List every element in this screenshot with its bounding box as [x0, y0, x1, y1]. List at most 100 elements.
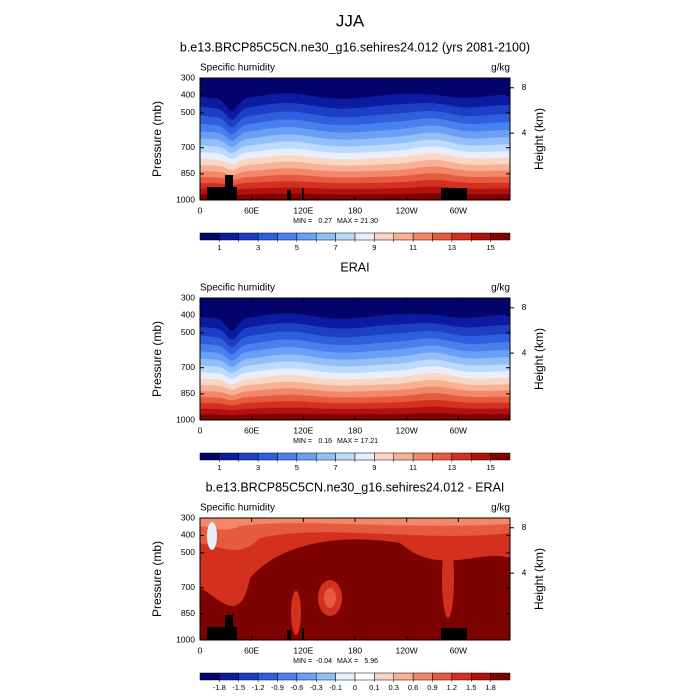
- topography: [225, 175, 233, 200]
- panel: b.e13.BRCP85C5CN.ne30_g16.sehires24.012 …: [150, 40, 546, 252]
- y-tick-label: 850: [181, 608, 195, 618]
- colorbar-box: [471, 672, 491, 681]
- colorbar-box: [219, 452, 239, 461]
- x-tick-label: 60E: [244, 645, 259, 655]
- x-tick-label: 60W: [450, 645, 467, 655]
- y-tick-label: 700: [181, 582, 195, 592]
- x-tick-label: 120W: [396, 205, 418, 215]
- max-label: MAX =: [337, 218, 358, 225]
- colorbar-box: [296, 452, 317, 461]
- right-label: g/kg: [491, 283, 510, 294]
- y-axis-label: Pressure (mb): [150, 541, 164, 617]
- x-tick-label: 180: [348, 205, 362, 215]
- colorbar-label: 1: [217, 243, 221, 252]
- colorbar-box: [219, 672, 239, 681]
- topography: [441, 188, 467, 200]
- colorbar-box: [354, 232, 375, 241]
- x-tick-label: 60W: [450, 205, 467, 215]
- colorbar-box: [199, 232, 220, 241]
- x-tick-label: 60E: [244, 425, 259, 435]
- contour-field: [200, 78, 510, 200]
- y-axis-label: Pressure (mb): [150, 321, 164, 397]
- colorbar-label: 5: [295, 243, 299, 252]
- colorbar-box: [316, 452, 336, 461]
- y-tick-label: 500: [181, 107, 195, 117]
- panel-title: b.e13.BRCP85C5CN.ne30_g16.sehires24.012 …: [180, 40, 530, 54]
- colorbar-box: [412, 452, 433, 461]
- x-tick-label: 180: [348, 645, 362, 655]
- colorbar-label: 9: [372, 243, 376, 252]
- colorbar-box: [471, 232, 491, 241]
- min-value: 0.16: [318, 438, 332, 445]
- y-tick-label: 500: [181, 327, 195, 337]
- contour-band: [200, 518, 510, 530]
- colorbar-box: [238, 452, 259, 461]
- y-tick-label: 300: [181, 292, 195, 302]
- colorbar-box: [393, 452, 414, 461]
- colorbar-box: [432, 232, 453, 241]
- min-value: -0.04: [316, 658, 332, 665]
- colorbar-box: [316, 672, 336, 681]
- contour-band: [207, 522, 217, 550]
- colorbar-label: -0.1: [329, 683, 342, 692]
- figure-title: JJA: [336, 11, 365, 30]
- x-tick-label: 120W: [396, 645, 418, 655]
- colorbar-box: [296, 232, 317, 241]
- colorbar-label: 1.2: [447, 683, 457, 692]
- contour-band: [200, 518, 510, 550]
- colorbar-box: [296, 672, 317, 681]
- colorbar-label: 0.6: [408, 683, 418, 692]
- colorbar-box: [374, 672, 394, 681]
- contour-field: [200, 298, 510, 420]
- panel-title: ERAI: [340, 260, 369, 274]
- topography: [287, 630, 291, 640]
- colorbar-box: [257, 452, 278, 461]
- max-value: 21.30: [360, 218, 378, 225]
- colorbar-box: [451, 452, 472, 461]
- y-tick-label: 500: [181, 547, 195, 557]
- x-tick-label: 120W: [396, 425, 418, 435]
- topography: [302, 628, 304, 640]
- colorbar-label: 0.3: [389, 683, 399, 692]
- y2-tick-label: 8: [522, 82, 527, 92]
- panel: b.e13.BRCP85C5CN.ne30_g16.sehires24.012 …: [150, 480, 546, 692]
- left-label: Specific humidity: [200, 503, 275, 514]
- colorbar-label: -1.2: [252, 683, 265, 692]
- contour-band: [442, 538, 454, 618]
- x-tick-label: 0: [198, 645, 203, 655]
- colorbar-box: [374, 452, 394, 461]
- colorbar-label: 1.5: [466, 683, 476, 692]
- max-label: MAX =: [337, 658, 358, 665]
- colorbar-box: [238, 232, 259, 241]
- colorbar-box: [277, 232, 298, 241]
- x-tick-label: 180: [348, 425, 362, 435]
- y-tick-label: 700: [181, 362, 195, 372]
- colorbar-box: [335, 672, 356, 681]
- colorbar-box: [335, 232, 356, 241]
- y2-tick-label: 4: [522, 127, 527, 137]
- colorbar-box: [451, 232, 472, 241]
- x-tick-label: 120E: [293, 425, 313, 435]
- colorbar-label: 0: [353, 683, 357, 692]
- y-axis-label: Pressure (mb): [150, 101, 164, 177]
- right-label: g/kg: [491, 63, 510, 74]
- y2-axis-label: Height (km): [532, 548, 546, 610]
- colorbar-box: [257, 672, 278, 681]
- panel: ERAI Specific humidity g/kg Pressure (mb) He…: [150, 260, 546, 472]
- y2-tick-label: 4: [522, 567, 527, 577]
- colorbar-box: [490, 672, 511, 681]
- colorbar-box: [393, 672, 414, 681]
- y-tick-label: 1000: [176, 414, 195, 424]
- colorbar-box: [277, 452, 298, 461]
- colorbar-label: 1.8: [485, 683, 495, 692]
- colorbar-box: [393, 232, 414, 241]
- topography: [302, 188, 304, 200]
- colorbar-label: 13: [448, 463, 456, 472]
- topography: [287, 190, 291, 200]
- colorbar-label: 5: [295, 463, 299, 472]
- colorbar-box: [199, 672, 220, 681]
- contour-band: [291, 591, 301, 635]
- colorbar-label: 9: [372, 463, 376, 472]
- colorbar-box: [277, 672, 298, 681]
